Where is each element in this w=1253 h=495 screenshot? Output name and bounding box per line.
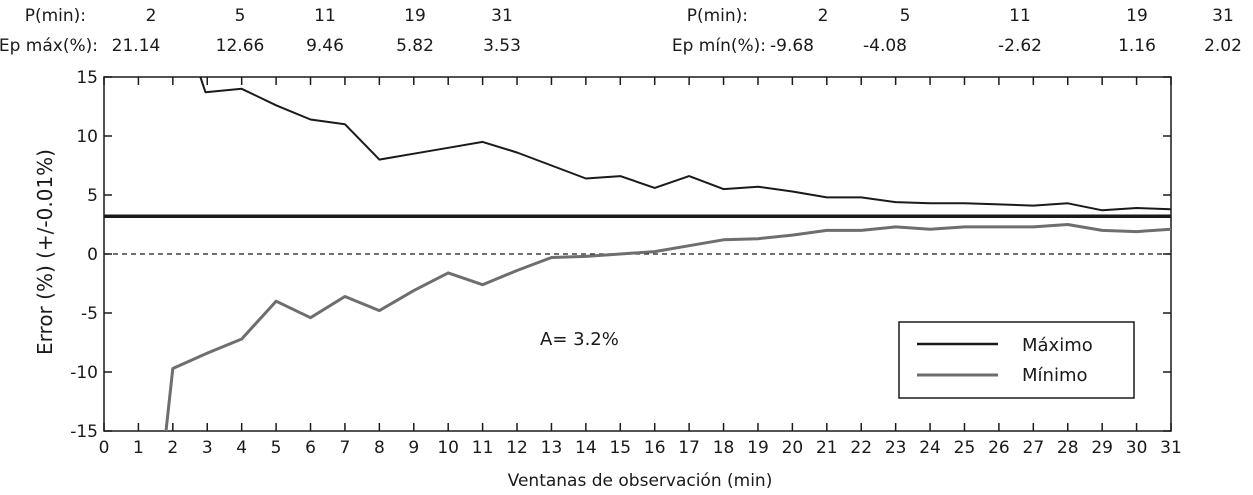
x-tick-label: 21 (816, 438, 838, 458)
x-tick-label: 2 (167, 438, 178, 458)
series-line-maximo (199, 76, 1172, 212)
annotation-a-label: A= 3.2% (540, 329, 619, 350)
x-tick-label: 9 (408, 438, 419, 458)
y-axis: -15 -10 -5 0 5 10 15 (70, 68, 1171, 442)
header-left-ep-value-4: 3.53 (483, 36, 521, 56)
y-axis-label: Error (%) (+/-0.01%) (33, 149, 57, 355)
x-tick-label: 1 (133, 438, 144, 458)
header-right-p-value-0: 2 (818, 6, 829, 26)
header-right-p-value-1: 5 (900, 6, 911, 26)
x-tick-label: 3 (202, 438, 213, 458)
x-tick-label: 13 (541, 438, 563, 458)
x-tick-label: 11 (472, 438, 494, 458)
x-tick-label: 4 (236, 438, 247, 458)
header-left-ep-value-1: 12.66 (216, 36, 265, 56)
header-left-ep-value-0: 21.14 (112, 36, 161, 56)
x-tick-label: 23 (885, 438, 907, 458)
header-left-p-label: P(min): (25, 6, 86, 26)
header-right-ep-value-0: -9.68 (770, 36, 814, 56)
y-tick-label: -5 (81, 304, 98, 324)
x-tick-label: 16 (644, 438, 666, 458)
x-tick-label: 15 (609, 438, 631, 458)
header-left: P(min): Ep máx(%): 2 5 11 19 31 21.14 12.66 9.4… (0, 6, 521, 56)
legend: Máximo Mínimo (898, 321, 1135, 399)
x-tick-label: 28 (1057, 438, 1079, 458)
header-left-p-value-0: 2 (146, 6, 157, 26)
header-left-ep-label: Ep máx(%): (0, 36, 98, 56)
legend-label-minimo: Mínimo (1022, 365, 1088, 386)
x-tick-label: 14 (575, 438, 597, 458)
header-right-ep-value-3: 1.16 (1118, 36, 1156, 56)
x-tick-label: 29 (1091, 438, 1113, 458)
x-tick-label: 8 (374, 438, 385, 458)
y-tick-label: -10 (70, 363, 98, 383)
y-tick-label: 15 (76, 68, 98, 88)
header-right-ep-value-4: 2.02 (1204, 36, 1242, 56)
x-tick-label: 17 (678, 438, 700, 458)
x-tick-label: 30 (1126, 438, 1148, 458)
x-tick-label: 24 (919, 438, 941, 458)
x-tick-label: 12 (506, 438, 528, 458)
x-tick-label: 25 (954, 438, 976, 458)
header-left-ep-value-3: 5.82 (396, 36, 434, 56)
header-left-p-value-4: 31 (491, 6, 513, 26)
reference-lines (104, 214, 1171, 255)
header-left-ep-value-2: 9.46 (306, 36, 344, 56)
x-tick-label: 18 (713, 438, 735, 458)
x-tick-label: 27 (1023, 438, 1045, 458)
x-axis-label: Ventanas de observación (min) (508, 471, 773, 491)
series-group (164, 76, 1172, 432)
header-left-p-value-2: 11 (314, 6, 336, 26)
y-tick-label: 0 (87, 245, 98, 265)
x-tick-label: 31 (1160, 438, 1182, 458)
legend-label-maximo: Máximo (1022, 335, 1093, 356)
x-tick-label: 22 (850, 438, 872, 458)
y-tick-label: 5 (87, 186, 98, 206)
legend-box (898, 321, 1135, 399)
x-axis: 0 1 2 3 4 5 6 7 8 9 10 11 12 13 14 15 16 17 18 19 20 21 22 23 24… (99, 77, 1182, 458)
header-right-p-label: P(min): (687, 6, 748, 26)
x-tick-label: 26 (988, 438, 1010, 458)
header-right-p-value-3: 19 (1126, 6, 1148, 26)
x-tick-label: 10 (437, 438, 459, 458)
header-left-p-value-3: 19 (404, 6, 426, 26)
x-tick-label: 19 (747, 438, 769, 458)
header-right-p-value-2: 11 (1009, 6, 1031, 26)
header-right-ep-value-2: -2.62 (998, 36, 1042, 56)
x-tick-label: 20 (782, 438, 804, 458)
header-right: P(min): Ep mín(%): 2 5 11 19 31 -9.68 -4.08 -2.… (672, 6, 1242, 56)
header-right-ep-label: Ep mín(%): (672, 36, 766, 56)
header-right-ep-value-1: -4.08 (863, 36, 907, 56)
header-left-p-value-1: 5 (235, 6, 246, 26)
series-line-minimo (164, 223, 1172, 432)
x-tick-label: 7 (340, 438, 351, 458)
x-tick-label: 0 (99, 438, 110, 458)
header-right-p-value-4: 31 (1212, 6, 1234, 26)
y-tick-label: -15 (70, 422, 98, 442)
x-tick-label: 6 (305, 438, 316, 458)
y-tick-label: 10 (76, 127, 98, 147)
x-tick-label: 5 (271, 438, 282, 458)
